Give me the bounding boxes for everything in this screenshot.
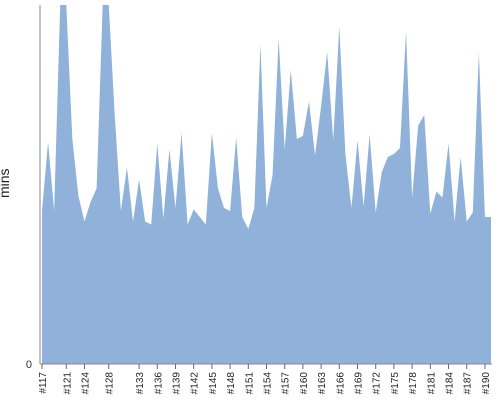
x-tick-label: #187	[463, 372, 474, 395]
x-tick-label: #136	[153, 372, 164, 395]
x-tick-label: #184	[445, 372, 456, 395]
area-series-layer	[41, 4, 492, 364]
y-ticks-layer: 0	[26, 359, 32, 371]
x-tick-label: #124	[80, 372, 91, 395]
area-series	[42, 5, 491, 364]
x-tick-label: #172	[372, 372, 383, 395]
x-tick-label: #151	[244, 372, 255, 395]
x-tick-label: #121	[62, 372, 73, 395]
x-tick-label: #178	[408, 372, 419, 395]
y-tick-label: 0	[26, 359, 32, 371]
x-tick-label: #169	[354, 372, 365, 395]
x-tick-label: #163	[317, 372, 328, 395]
x-tick-label: #133	[135, 372, 146, 395]
x-ticks-layer: #117 #121 #124 #128 #133 #136 #139 #142 #145 #148…	[38, 364, 492, 394]
x-tick-label: #128	[105, 372, 116, 395]
x-tick-label: #157	[281, 372, 292, 395]
y-axis-label: mins	[0, 168, 12, 198]
x-tick-label: #190	[481, 372, 492, 395]
x-tick-label: #117	[38, 372, 49, 394]
x-tick-label: #139	[171, 372, 182, 395]
x-tick-label: #154	[263, 372, 274, 395]
x-tick-label: #142	[190, 372, 201, 395]
x-tick-label: #175	[390, 372, 401, 395]
x-tick-label: #148	[226, 372, 237, 395]
x-tick-label: #145	[208, 372, 219, 395]
x-tick-label: #166	[335, 372, 346, 395]
x-tick-label: #181	[426, 372, 437, 395]
x-tick-label: #160	[299, 372, 310, 395]
